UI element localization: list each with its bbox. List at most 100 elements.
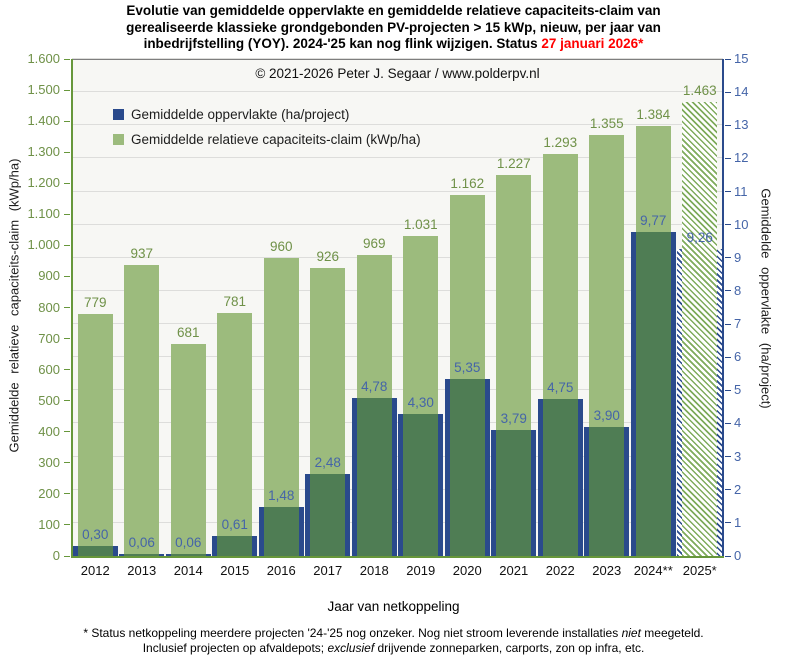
- footnote-text: * Status netkoppeling meerdere projecten…: [83, 626, 622, 640]
- left-axis-tick-label: 700: [38, 330, 60, 346]
- value-label-oppervlakte-2018: 4,78: [361, 378, 388, 394]
- left-axis-tick-label: 800: [38, 299, 60, 315]
- right-axis-tick-label: 10: [734, 216, 749, 232]
- value-label-capaciteits-claim-2016: 960: [269, 238, 293, 254]
- plot-top-border: [72, 59, 723, 60]
- right-axis-tick-label: 6: [734, 349, 742, 365]
- value-label-oppervlakte-2012: 0,30: [82, 527, 109, 543]
- right-axis-tick-label: 0: [734, 548, 742, 563]
- legend-item-capaciteits-claim: Gemiddelde relatieve capaciteits-claim (…: [113, 131, 421, 147]
- left-axis-tick: [64, 244, 70, 246]
- left-axis-tick: [64, 431, 70, 433]
- x-category-2022: 2022: [545, 563, 575, 578]
- value-label-capaciteits-claim-2017: 926: [316, 249, 340, 265]
- left-axis-tick: [64, 369, 70, 371]
- right-axis-tick-label: 12: [734, 150, 749, 166]
- value-label-capaciteits-claim-2024**: 1.384: [636, 107, 671, 123]
- left-axis-tick-label: 1.300: [27, 144, 60, 160]
- gridline: [72, 256, 723, 258]
- value-label-capaciteits-claim-2023: 1.355: [589, 116, 624, 132]
- bar-overlap-2022: [542, 398, 578, 556]
- legend-item-oppervlakte: Gemiddelde oppervlakte (ha/project): [113, 106, 349, 122]
- value-label-capaciteits-claim-2015: 781: [223, 294, 247, 310]
- gridline: [72, 223, 723, 225]
- x-category-2020: 2020: [452, 563, 482, 578]
- value-label-capaciteits-claim-2025*: 1.463: [682, 82, 717, 98]
- gridline: [72, 521, 723, 523]
- title-line-1: Evolutie van gemiddelde oppervlakte en g…: [126, 3, 661, 18]
- left-axis-tick: [64, 275, 70, 277]
- x-category-2018: 2018: [359, 563, 389, 578]
- gridline: [72, 58, 723, 59]
- bar-capaciteits-claim-2022: [542, 154, 578, 556]
- right-axis-tick-label: 4: [734, 415, 742, 431]
- footnote-line-1: * Status netkoppeling meerdere projecten…: [0, 626, 787, 640]
- right-axis-tick: [725, 456, 731, 458]
- bar-capaciteits-claim-2013: [124, 264, 160, 556]
- right-axis-tick-label: 5: [734, 382, 742, 398]
- value-label-oppervlakte-2014: 0,06: [175, 535, 202, 550]
- bar-overlap-2016: [263, 506, 299, 556]
- right-axis-tick: [725, 224, 731, 226]
- x-category-2014: 2014: [173, 563, 203, 578]
- value-label-capaciteits-claim-2020: 1.162: [450, 176, 485, 192]
- value-label-oppervlakte-2023: 3,90: [593, 407, 620, 423]
- bar-overlap-2021: [496, 430, 532, 556]
- right-axis-tick-label: 2: [734, 481, 742, 497]
- left-axis-tick-label: 100: [38, 516, 60, 532]
- right-axis-tick: [725, 522, 731, 524]
- bar-capaciteits-claim-2021: [496, 174, 532, 556]
- gridline: [72, 289, 723, 291]
- x-category-2013: 2013: [127, 563, 157, 578]
- left-axis-line: [71, 59, 73, 557]
- bar-overlap-2024**: [635, 232, 671, 556]
- value-label-capaciteits-claim-2013: 937: [130, 245, 154, 261]
- value-label-oppervlakte-2017: 2,48: [314, 454, 341, 470]
- left-axis-tick-label: 200: [38, 485, 60, 501]
- gridline: [72, 323, 723, 325]
- left-axis-tick-label: 1.200: [27, 175, 60, 191]
- left-axis-tick: [64, 120, 70, 122]
- title-line-3-black: inbedrijfstelling (YOY). 2024-'25 kan no…: [143, 36, 542, 51]
- x-category-2012: 2012: [80, 563, 110, 578]
- bar-capaciteits-claim-2023: [589, 135, 625, 556]
- left-axis-tick-label: 400: [38, 423, 60, 439]
- x-category-2015: 2015: [220, 563, 250, 578]
- legend-label-capaciteits-claim: Gemiddelde relatieve capaciteits-claim (…: [131, 131, 421, 147]
- value-label-capaciteits-claim-2019: 1.031: [403, 216, 438, 232]
- footnote-text: niet: [621, 626, 641, 640]
- right-axis-tick: [725, 323, 731, 325]
- left-axis-tick: [64, 338, 70, 340]
- left-axis-tick-label: 1.400: [27, 113, 60, 129]
- right-axis-tick-label: 1: [734, 514, 742, 530]
- right-axis-tick: [725, 555, 731, 557]
- left-axis-tick-label: 300: [38, 454, 60, 470]
- value-label-capaciteits-claim-2022: 1.293: [543, 135, 578, 151]
- right-axis-tick: [725, 257, 731, 259]
- bar-overlap-2015: [217, 535, 253, 556]
- right-axis-tick: [725, 124, 731, 126]
- footnote-text: drijvende zonneparken, carports, zon op …: [374, 641, 645, 655]
- bar-capaciteits-claim-2017: [310, 268, 346, 556]
- bar-capaciteits-claim-2012: [77, 314, 113, 556]
- x-category-2023: 2023: [592, 563, 622, 578]
- x-category-2021: 2021: [499, 563, 529, 578]
- chart-title: Evolutie van gemiddelde oppervlakte en g…: [0, 3, 787, 53]
- value-label-capaciteits-claim-2012: 779: [83, 295, 107, 311]
- bar-overlap-2023: [589, 426, 625, 556]
- left-axis-tick: [64, 307, 70, 308]
- legend-swatch-oppervlakte: [113, 108, 124, 120]
- value-label-oppervlakte-2022: 4,75: [547, 379, 574, 395]
- bar-overlap-2018: [356, 397, 392, 556]
- right-axis-tick-label: 11: [734, 183, 748, 199]
- bar-capaciteits-claim-2020: [449, 195, 485, 556]
- right-axis-tick-label: 7: [734, 316, 742, 332]
- left-axis-tick-label: 900: [38, 268, 60, 284]
- gridline: [72, 157, 723, 159]
- value-label-oppervlakte-2024**: 9,77: [640, 213, 667, 229]
- right-axis-tick-label: 15: [734, 51, 749, 66]
- left-axis-tick-label: 600: [38, 361, 60, 377]
- gridline: [72, 124, 723, 126]
- value-label-oppervlakte-2016: 1,48: [268, 487, 295, 503]
